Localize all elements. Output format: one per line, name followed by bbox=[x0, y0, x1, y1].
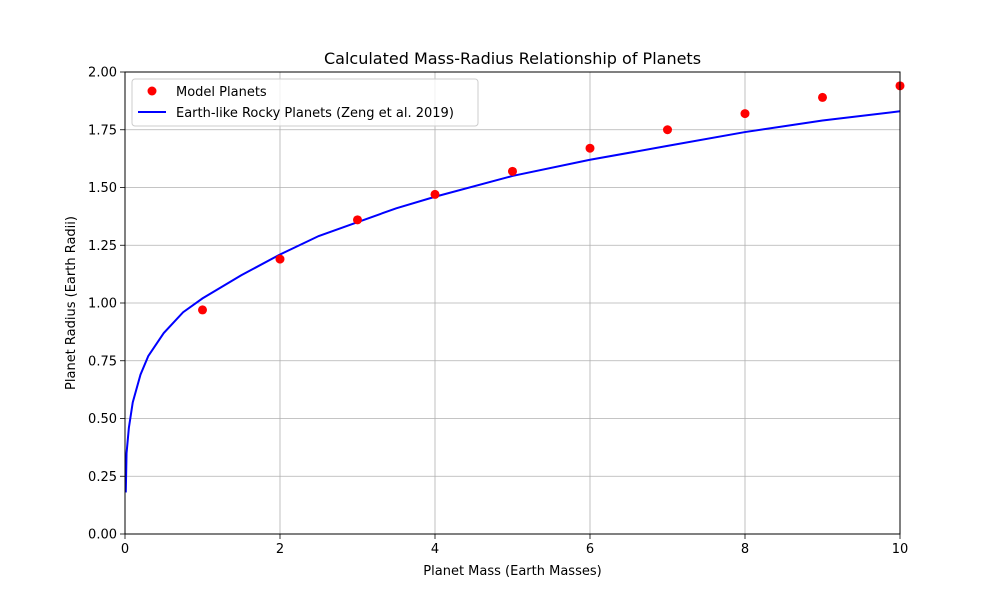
x-tick-label: 10 bbox=[892, 542, 909, 557]
data-point-model-planet bbox=[585, 143, 595, 153]
chart-title: Calculated Mass-Radius Relationship of P… bbox=[324, 49, 701, 68]
data-point-model-planet bbox=[275, 254, 285, 264]
legend-marker-model-planets bbox=[147, 86, 157, 96]
y-tick-label: 0.50 bbox=[88, 412, 117, 427]
y-tick-label: 1.50 bbox=[88, 181, 117, 196]
y-tick-label: 0.25 bbox=[88, 470, 117, 485]
x-tick-label: 4 bbox=[431, 542, 439, 557]
y-tick-label: 0.75 bbox=[88, 354, 117, 369]
legend: Model Planets Earth-like Rocky Planets (… bbox=[131, 78, 479, 127]
legend-box bbox=[131, 78, 479, 127]
data-point-model-planet bbox=[740, 109, 750, 119]
legend-label-zeng-line: Earth-like Rocky Planets (Zeng et al. 20… bbox=[176, 106, 454, 121]
tick-layer: 0 2 4 6 8 10 0.00 0.25 0.50 0.75 1.00 1.25 1.50 1.75 2… bbox=[88, 66, 908, 558]
x-axis-label: Planet Mass (Earth Masses) bbox=[423, 564, 601, 579]
x-tick-label: 6 bbox=[586, 542, 594, 557]
y-tick-label: 1.75 bbox=[88, 123, 117, 138]
data-point-model-planet bbox=[818, 92, 827, 102]
y-tick-label: 0.00 bbox=[88, 528, 117, 543]
data-point-model-planet bbox=[508, 166, 517, 176]
data-point-model-planet bbox=[198, 305, 207, 315]
y-tick-label: 2.00 bbox=[88, 66, 117, 81]
data-point-model-planet bbox=[430, 189, 440, 199]
y-axis-label: Planet Radius (Earth Radii) bbox=[64, 216, 79, 390]
y-tick-label: 1.00 bbox=[88, 297, 117, 312]
y-tick-label: 1.25 bbox=[88, 239, 117, 254]
data-point-model-planet bbox=[663, 125, 672, 135]
x-tick-label: 2 bbox=[276, 542, 284, 557]
x-tick-label: 0 bbox=[121, 542, 129, 557]
legend-label-model-planets: Model Planets bbox=[176, 85, 267, 100]
series-line-zeng bbox=[124, 110, 901, 493]
data-layer bbox=[124, 81, 905, 493]
data-point-model-planet bbox=[353, 215, 362, 225]
x-tick-label: 8 bbox=[741, 542, 749, 557]
